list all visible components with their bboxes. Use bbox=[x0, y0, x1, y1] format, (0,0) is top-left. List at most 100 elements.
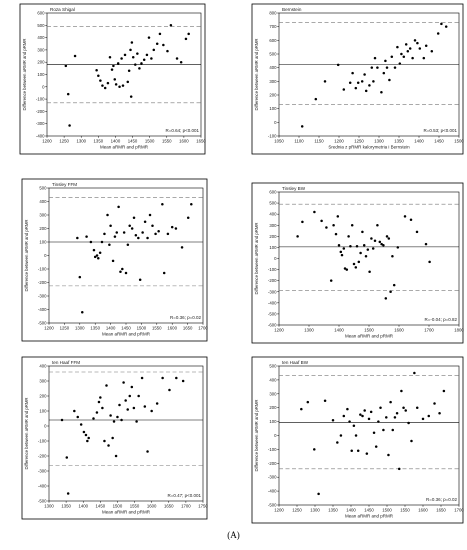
data-point bbox=[76, 415, 79, 419]
correlation-annotation: R=0.36; p=0.02 bbox=[170, 315, 202, 320]
x-tick-label: 1400 bbox=[106, 326, 116, 331]
y-tick-label: -600 bbox=[268, 323, 277, 328]
x-tick-label: 1600 bbox=[179, 139, 189, 144]
y-tick-label: 400 bbox=[37, 35, 45, 40]
x-tick-label: 1700 bbox=[181, 504, 191, 509]
data-point bbox=[342, 414, 346, 418]
x-tick-label: 1400 bbox=[346, 508, 356, 513]
y-tick-label: 300 bbox=[269, 223, 277, 228]
data-point bbox=[106, 213, 109, 217]
x-axis-label: Mean aRMR and pRMR bbox=[100, 145, 149, 150]
y-tick-label: 400 bbox=[269, 65, 277, 70]
data-point bbox=[407, 421, 410, 425]
y-tick-label: -100 bbox=[268, 447, 277, 452]
data-point bbox=[320, 219, 323, 223]
data-point bbox=[382, 71, 386, 75]
data-point bbox=[68, 124, 71, 127]
data-point bbox=[314, 97, 318, 101]
data-point bbox=[66, 492, 70, 495]
data-point bbox=[93, 255, 97, 259]
data-point bbox=[179, 60, 183, 64]
chart-panel-4: Tinsley BW 1200 1300 1400 1500 1600 1700 1800 -6… bbox=[251, 182, 464, 344]
data-point bbox=[152, 48, 156, 52]
y-tick-label: 400 bbox=[269, 212, 277, 217]
y-tick-label: 200 bbox=[39, 226, 47, 231]
data-point bbox=[109, 414, 112, 417]
data-point bbox=[131, 56, 135, 59]
data-point bbox=[130, 227, 134, 230]
chart-title: ten Haaf BW bbox=[282, 360, 309, 365]
data-point bbox=[387, 453, 390, 457]
data-point bbox=[166, 49, 169, 53]
data-point bbox=[436, 32, 440, 35]
data-point bbox=[421, 417, 425, 421]
data-point bbox=[384, 59, 387, 63]
chart-title: Tinsley FFM bbox=[52, 182, 77, 187]
y-tick-label: 100 bbox=[269, 419, 277, 424]
data-point bbox=[427, 414, 431, 418]
data-point bbox=[64, 64, 68, 68]
data-point bbox=[155, 402, 159, 405]
y-tick-label: -400 bbox=[268, 489, 277, 494]
data-point bbox=[424, 242, 428, 246]
data-point bbox=[313, 448, 316, 451]
bland-altman-figure: Roza Shigal 1200 1250 1300 1350 1400 1450 1500 1… bbox=[19, 3, 464, 524]
data-point bbox=[147, 36, 151, 39]
y-tick-label: 100 bbox=[269, 106, 277, 111]
data-point bbox=[112, 64, 115, 68]
data-point bbox=[411, 56, 414, 60]
data-point bbox=[138, 278, 142, 282]
x-axis-label: Mean aRMR and pRMR bbox=[102, 510, 151, 515]
data-point bbox=[116, 62, 120, 65]
data-point bbox=[325, 226, 328, 229]
x-tick-label: 1550 bbox=[152, 326, 162, 331]
y-tick-label: 600 bbox=[269, 38, 277, 43]
data-point bbox=[190, 202, 193, 206]
x-tick-label: 1400 bbox=[334, 328, 344, 333]
data-point bbox=[356, 81, 360, 84]
data-point bbox=[158, 32, 162, 36]
data-point bbox=[138, 67, 141, 70]
y-tick-label: 200 bbox=[269, 93, 277, 98]
data-point bbox=[385, 235, 389, 238]
data-point bbox=[374, 445, 378, 448]
y-tick-label: 300 bbox=[37, 47, 45, 52]
data-point bbox=[368, 84, 371, 87]
y-tick-label: -300 bbox=[38, 294, 47, 299]
data-point bbox=[76, 236, 79, 240]
y-tick-label: -500 bbox=[268, 503, 277, 508]
data-point bbox=[397, 467, 401, 471]
data-point bbox=[389, 400, 392, 404]
x-tick-label: 1500 bbox=[382, 508, 392, 513]
correlation-annotation: R=0.53; p<0.001 bbox=[423, 128, 457, 133]
x-tick-label: 1450 bbox=[121, 326, 131, 331]
data-point bbox=[406, 50, 410, 53]
data-point bbox=[110, 68, 114, 71]
y-tick-label: 600 bbox=[37, 11, 45, 16]
y-axis-label: Difference between aRMR and pRMR bbox=[22, 38, 27, 110]
data-point bbox=[364, 89, 368, 93]
data-point bbox=[396, 246, 400, 249]
data-point bbox=[120, 418, 123, 422]
data-point bbox=[78, 275, 82, 279]
data-point bbox=[118, 403, 121, 407]
data-point bbox=[395, 412, 399, 415]
data-point bbox=[306, 400, 310, 404]
data-point bbox=[113, 78, 117, 81]
x-tick-label: 1650 bbox=[436, 508, 446, 513]
y-axis-label: Difference between aRMR and pRMR bbox=[24, 219, 29, 291]
data-point bbox=[89, 240, 93, 244]
data-point bbox=[393, 66, 397, 69]
data-point bbox=[317, 492, 320, 496]
x-tick-label: 1150 bbox=[314, 139, 324, 144]
data-point bbox=[385, 416, 388, 419]
y-tick-label: 300 bbox=[39, 213, 47, 218]
y-tick-label: 0 bbox=[274, 256, 277, 261]
x-tick-label: 1400 bbox=[78, 504, 88, 509]
x-tick-label: 1500 bbox=[145, 139, 155, 144]
y-tick-label: 500 bbox=[269, 52, 277, 57]
y-tick-label: 500 bbox=[269, 364, 277, 369]
data-point bbox=[339, 250, 343, 254]
y-tick-label: 300 bbox=[269, 391, 277, 396]
data-point bbox=[137, 394, 140, 398]
